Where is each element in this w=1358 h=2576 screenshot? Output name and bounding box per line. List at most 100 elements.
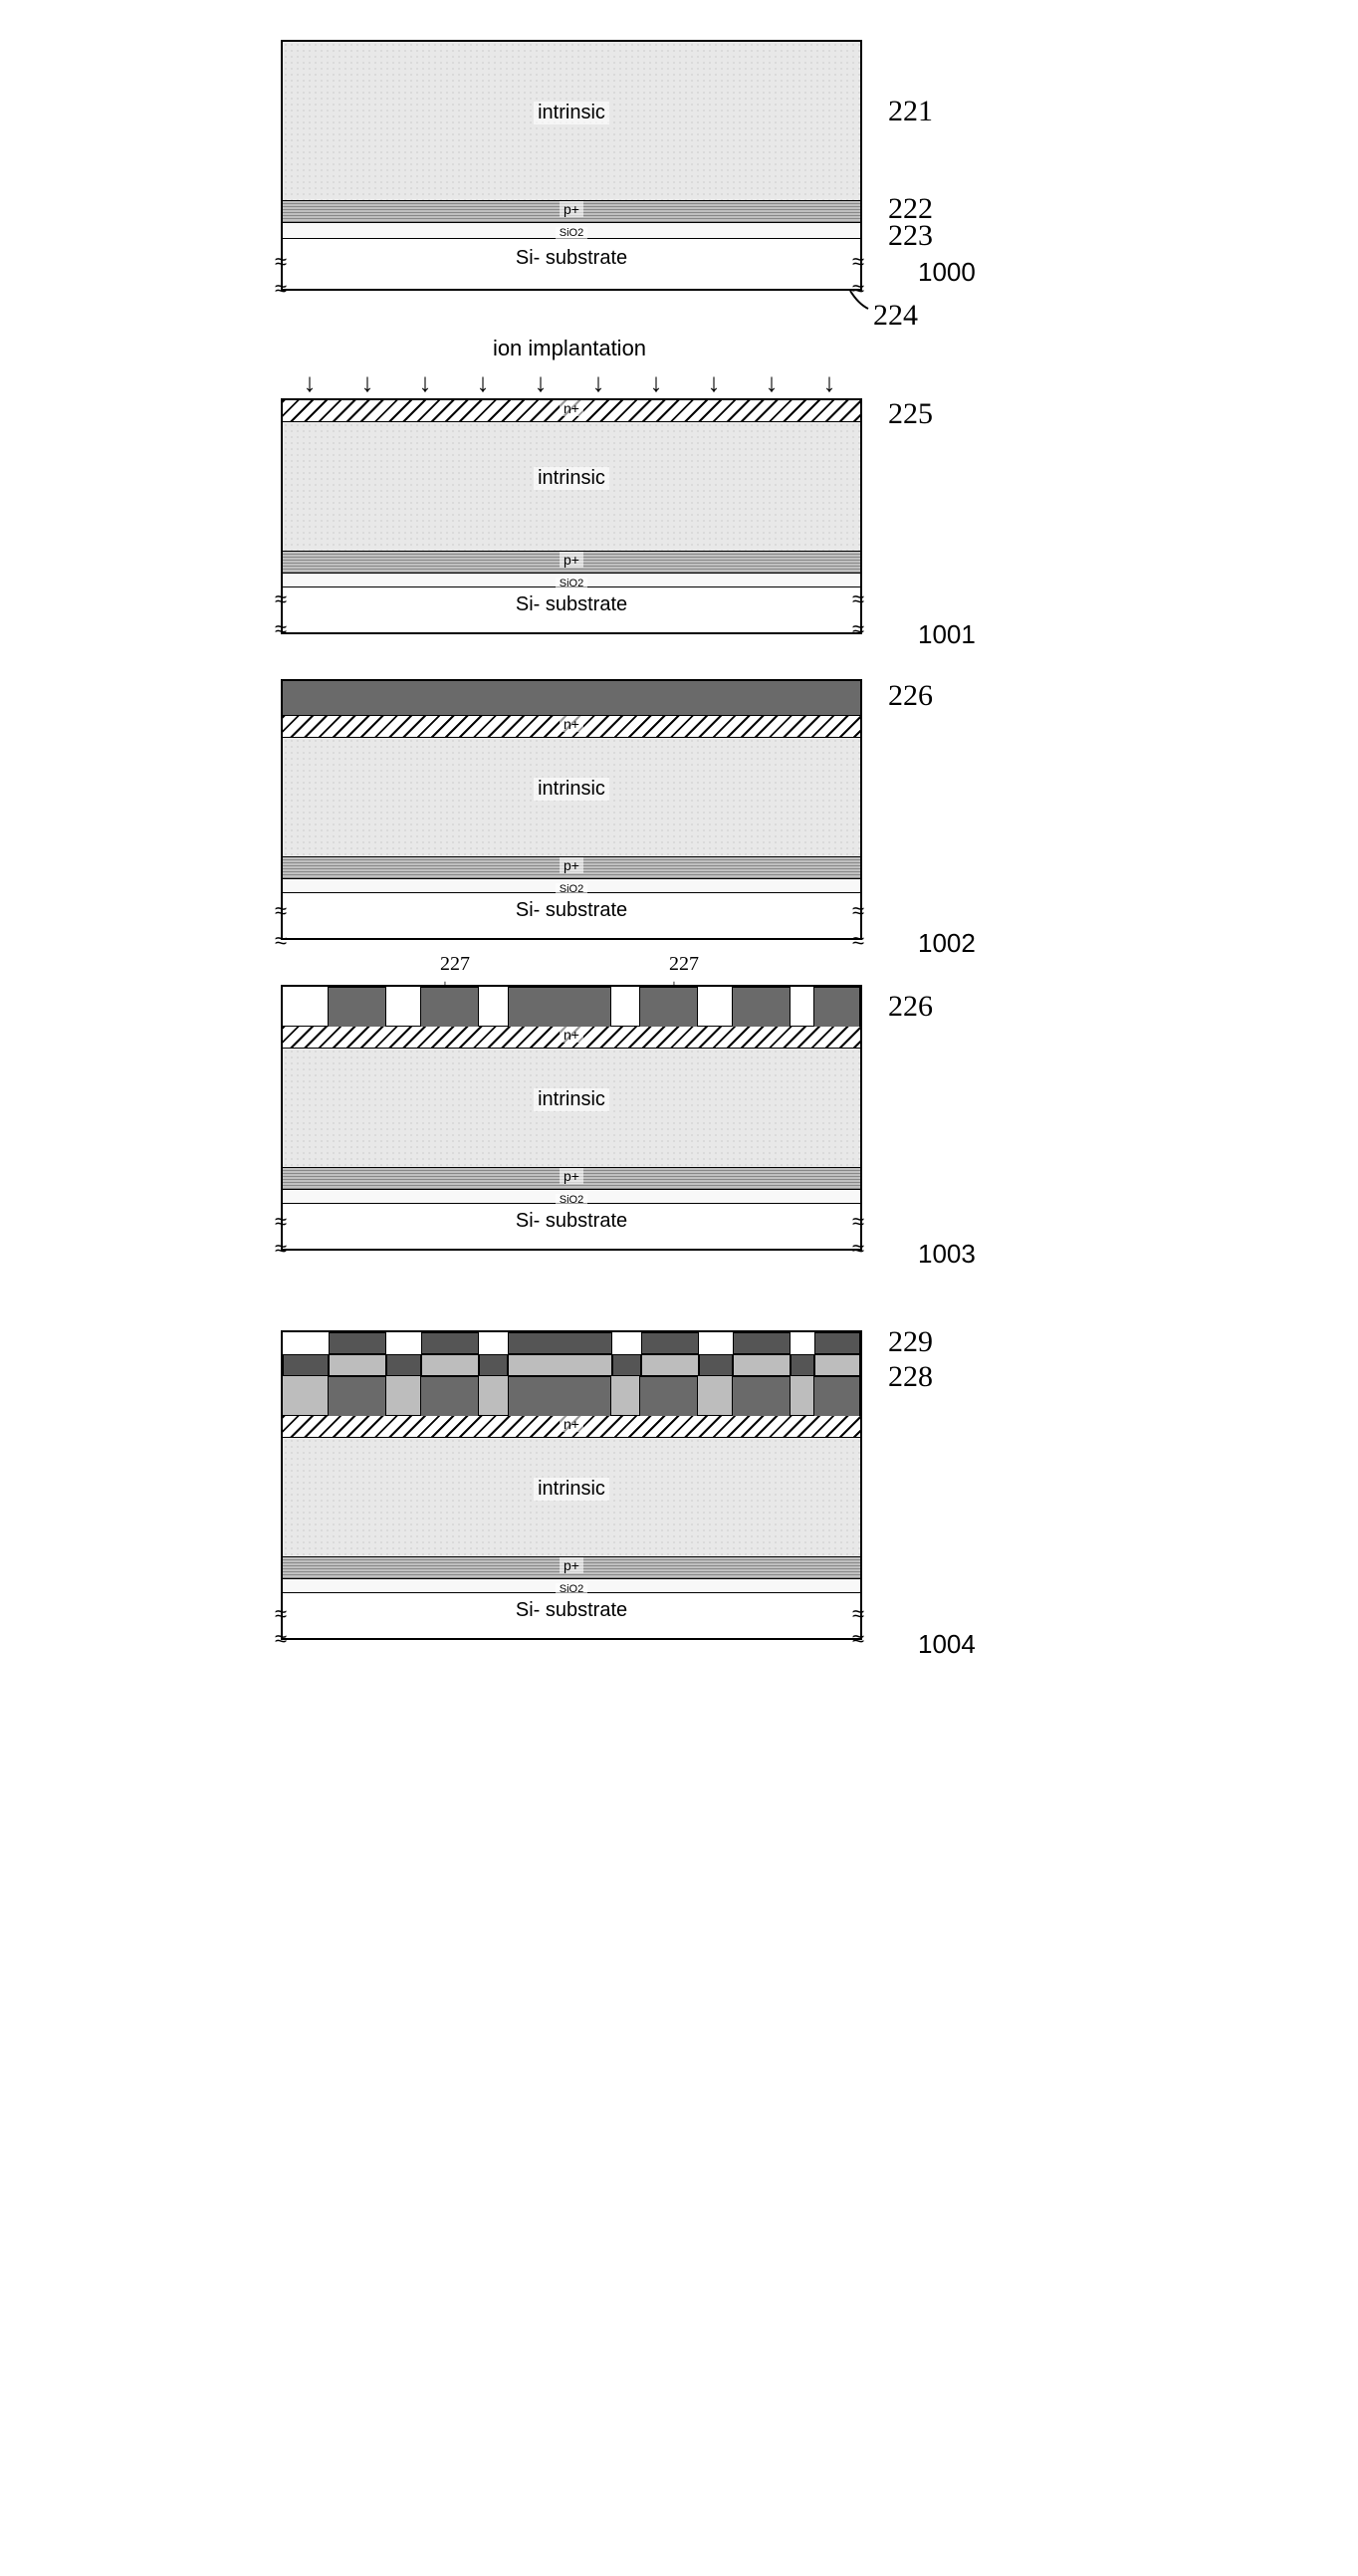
- ald-228-on-mask: [508, 1354, 611, 1376]
- layer-substrate: Si- substrate: [283, 1593, 860, 1638]
- fig-num-1003: 1003: [918, 1239, 976, 1270]
- ald-229-gap: [386, 1332, 421, 1354]
- ald-228-on-mask: [814, 1354, 860, 1376]
- pplus-label: p+: [560, 1557, 583, 1573]
- break-mark: ≈: [275, 1217, 287, 1227]
- panel-1001: ion implantation ↓↓↓↓↓↓↓↓↓↓ n+ intrinsic…: [181, 336, 1177, 634]
- layer-intrinsic: intrinsic: [283, 1438, 860, 1557]
- pplus-label: p+: [560, 201, 583, 217]
- ald-228-in-trench: [283, 1354, 329, 1376]
- sio2-label: SiO2: [556, 1194, 587, 1206]
- mask-gap: [611, 987, 639, 1026]
- break-mark: ≈: [275, 284, 287, 294]
- layer-sio2: SiO2: [283, 1579, 860, 1593]
- mask-gap: [698, 987, 732, 1026]
- layer-sio2: SiO2: [283, 879, 860, 893]
- mask-gap: [283, 1376, 328, 1415]
- substrate-label: Si- substrate: [512, 899, 631, 922]
- layer-stack-1001: n+ intrinsic p+ SiO2 Si- substrate: [281, 398, 862, 634]
- mask-segment: [813, 987, 860, 1027]
- fig-num-1001: 1001: [918, 619, 976, 650]
- pplus-label: p+: [560, 552, 583, 568]
- ref-229: 229: [888, 1325, 933, 1359]
- ald-228-on-mask: [421, 1354, 479, 1376]
- layer-mask-patterned: [283, 1376, 860, 1416]
- layer-mask-patterned: [283, 987, 860, 1027]
- ref-228: 228: [888, 1360, 933, 1394]
- layer-sio2: SiO2: [283, 1190, 860, 1204]
- mask-segment: [328, 1376, 386, 1416]
- implant-arrow-icon: ↓: [592, 367, 605, 398]
- layer-sio2: SiO2: [283, 223, 860, 239]
- break-mark: ≈: [852, 1634, 864, 1644]
- intrinsic-label: intrinsic: [534, 102, 609, 124]
- layer-nplus: n+: [283, 400, 860, 422]
- fig-num-1004: 1004: [918, 1629, 976, 1660]
- ald-228-on-mask: [329, 1354, 386, 1376]
- layer-substrate: Si- substrate: [283, 587, 860, 632]
- break-mark: ≈: [852, 1609, 864, 1619]
- layer-substrate: Si- substrate: [283, 893, 860, 938]
- layer-mask: [283, 681, 860, 716]
- break-mark: ≈: [275, 906, 287, 916]
- panel-1003: 227↓ 227↓ n+ intrinsic p+ SiO2 Si- subst…: [181, 985, 1177, 1251]
- mask-segment: [508, 987, 611, 1027]
- implant-arrow-icon: ↓: [477, 367, 490, 398]
- implant-arrow-icon: ↓: [304, 367, 317, 398]
- leader-224: [848, 289, 878, 319]
- ref-226: 226: [888, 679, 933, 713]
- fig-num-1000: 1000: [918, 257, 976, 288]
- nplus-label: n+: [560, 1416, 583, 1432]
- layer-ald-light: [283, 1354, 860, 1376]
- break-mark: ≈: [275, 594, 287, 604]
- layer-nplus: n+: [283, 1416, 860, 1438]
- sio2-label: SiO2: [556, 227, 587, 239]
- intrinsic-label: intrinsic: [534, 1478, 609, 1501]
- ald-229-cap: [814, 1332, 860, 1354]
- ald-229-cap: [641, 1332, 699, 1354]
- ald-228-in-trench: [386, 1354, 421, 1376]
- layer-nplus: n+: [283, 716, 860, 738]
- substrate-label: Si- substrate: [512, 1210, 631, 1233]
- mask-gap: [283, 987, 328, 1026]
- implant-arrow-icon: ↓: [823, 367, 836, 398]
- figure-container: intrinsic p+ SiO2 Si- substrate ≈ ≈ ≈ ≈ …: [181, 40, 1177, 1640]
- panel-1000: intrinsic p+ SiO2 Si- substrate ≈ ≈ ≈ ≈ …: [181, 40, 1177, 291]
- layer-pplus: p+: [283, 552, 860, 574]
- implant-arrow-icon: ↓: [535, 367, 548, 398]
- ref-226: 226: [888, 990, 933, 1024]
- ald-229-gap: [283, 1332, 329, 1354]
- layer-stack-1004: n+ intrinsic p+ SiO2 Si- substrate: [281, 1330, 862, 1640]
- ald-228-in-trench: [699, 1354, 734, 1376]
- mask-segment: [328, 987, 386, 1027]
- ald-228-in-trench: [479, 1354, 508, 1376]
- layer-substrate: Si- substrate: [283, 1204, 860, 1249]
- ald-229-cap: [421, 1332, 479, 1354]
- implant-arrow-icon: ↓: [708, 367, 721, 398]
- intrinsic-label: intrinsic: [534, 1088, 609, 1111]
- panel-1004: n+ intrinsic p+ SiO2 Si- substrate ≈ ≈ ≈…: [181, 1330, 1177, 1640]
- ion-implant-title: ion implantation: [281, 336, 858, 361]
- mask-gap: [479, 1376, 507, 1415]
- break-mark: ≈: [275, 624, 287, 634]
- layer-substrate: Si- substrate: [283, 239, 860, 289]
- ald-229-gap: [479, 1332, 508, 1354]
- break-mark: ≈: [852, 624, 864, 634]
- implant-arrow-icon: ↓: [419, 367, 432, 398]
- layer-intrinsic: intrinsic: [283, 1049, 860, 1168]
- intrinsic-label: intrinsic: [534, 467, 609, 490]
- substrate-label: Si- substrate: [512, 247, 631, 270]
- mask-segment: [639, 1376, 698, 1416]
- mask-gap: [698, 1376, 732, 1415]
- layer-pplus: p+: [283, 201, 860, 223]
- nplus-label: n+: [560, 400, 583, 416]
- ald-228-on-mask: [733, 1354, 791, 1376]
- panel-1002: n+ intrinsic p+ SiO2 Si- substrate ≈ ≈ ≈…: [181, 679, 1177, 940]
- mask-segment: [420, 987, 479, 1027]
- ald-229-cap: [733, 1332, 791, 1354]
- ref-221: 221: [888, 95, 933, 128]
- ref-223: 223: [888, 219, 933, 253]
- ald-228-in-trench: [791, 1354, 813, 1376]
- break-mark: ≈: [852, 906, 864, 916]
- implant-arrow-icon: ↓: [650, 367, 663, 398]
